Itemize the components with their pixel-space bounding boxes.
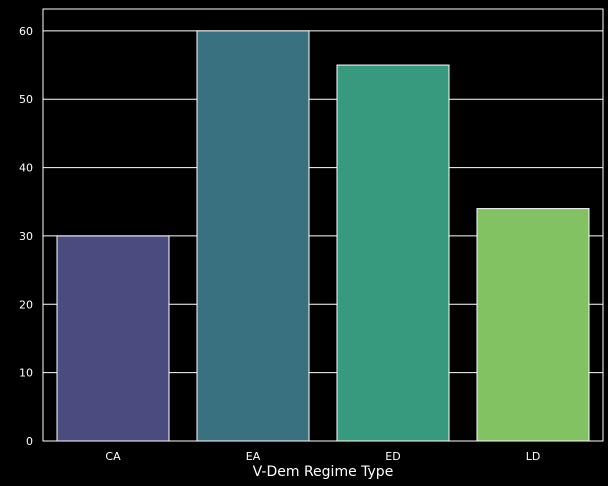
y-tick-label: 0 xyxy=(26,435,33,448)
bar-ca xyxy=(56,235,170,442)
bar-ea xyxy=(196,30,310,442)
x-tick-label: EA xyxy=(246,450,261,463)
x-tick-label: ED xyxy=(385,450,400,463)
y-tick-label: 10 xyxy=(19,367,33,380)
bar-ld xyxy=(476,208,590,442)
x-tick-labels: CA EA ED LD xyxy=(105,450,540,463)
y-tick-label: 30 xyxy=(19,230,33,243)
plot-frame xyxy=(42,8,604,442)
y-tick-label: 40 xyxy=(19,162,33,175)
x-tick-label: LD xyxy=(526,450,541,463)
bar-ed xyxy=(336,64,450,442)
y-tick-label: 50 xyxy=(19,93,33,106)
y-tick-labels: 0 10 20 30 40 50 60 xyxy=(19,25,33,448)
x-tick-label: CA xyxy=(105,450,121,463)
y-tick-label: 20 xyxy=(19,298,33,311)
x-axis-title: V-Dem Regime Type xyxy=(253,464,394,480)
y-tick-label: 60 xyxy=(19,25,33,38)
